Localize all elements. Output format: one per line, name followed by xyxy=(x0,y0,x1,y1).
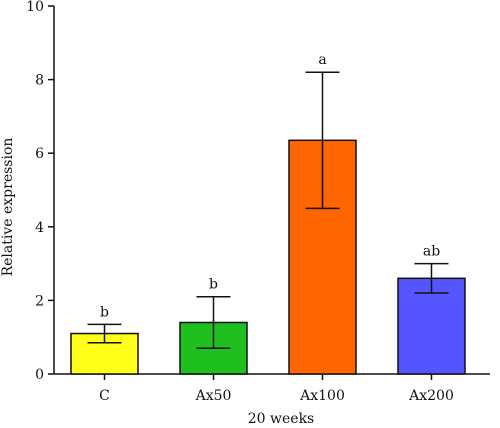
y-axis: 0 2 4 6 8 10 xyxy=(26,0,55,383)
y-tick-label: 8 xyxy=(35,73,44,89)
bars-group xyxy=(70,139,466,375)
y-tick-label: 0 xyxy=(35,367,44,383)
y-tick-label: 6 xyxy=(35,146,44,162)
significance-label: b xyxy=(209,277,218,293)
significance-label: b xyxy=(100,304,109,320)
x-tick-label: Ax200 xyxy=(408,388,454,404)
significance-label: a xyxy=(318,52,326,68)
x-tick-label: C xyxy=(99,388,110,404)
significance-label: ab xyxy=(423,244,440,260)
y-tick-label: 10 xyxy=(26,0,44,15)
x-axis-title: 20 weeks xyxy=(248,411,315,427)
significance-labels-group: b b a ab xyxy=(100,52,440,320)
x-axis: C Ax50 Ax100 Ax200 xyxy=(54,373,490,404)
y-tick-label: 4 xyxy=(35,220,44,236)
x-tick-label: Ax50 xyxy=(195,388,232,404)
y-tick-label: 2 xyxy=(35,293,44,309)
x-tick-label: Ax100 xyxy=(299,388,345,404)
y-axis-title: Relative expression xyxy=(0,138,16,277)
error-bars-group xyxy=(87,71,449,349)
